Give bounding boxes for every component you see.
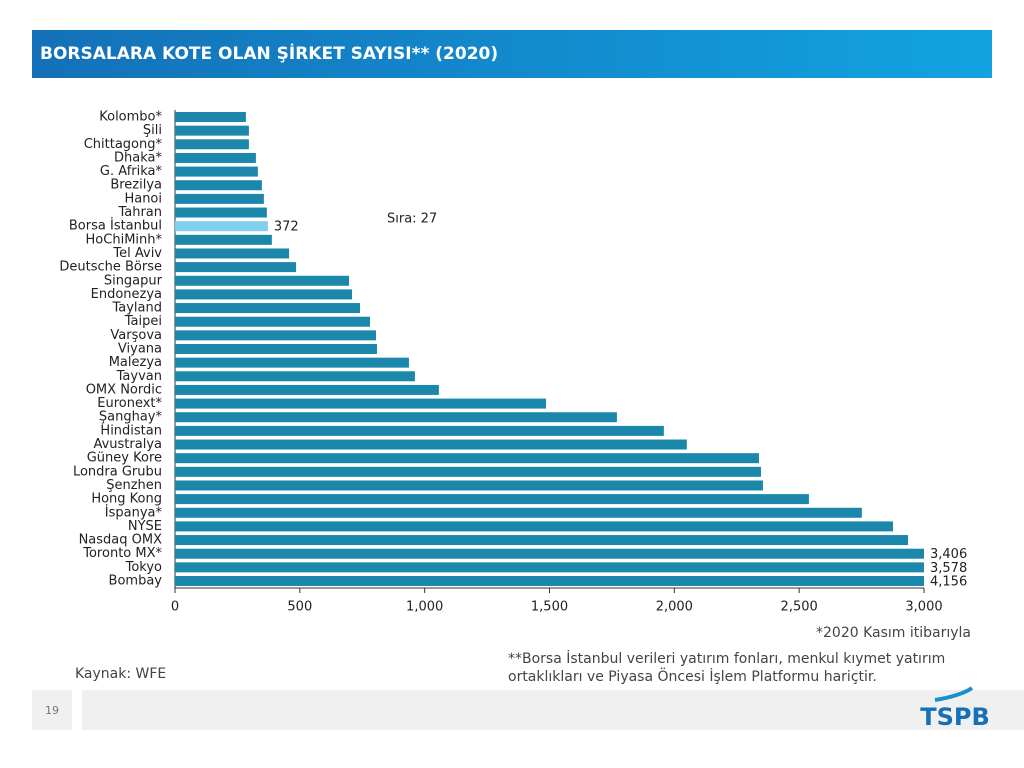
y-tick-label: Viyana xyxy=(118,342,162,357)
x-tick-label: 2,500 xyxy=(781,600,818,615)
bar xyxy=(175,275,350,286)
y-tick-label: Malezya xyxy=(109,355,162,370)
y-tick-label: Tel Aviv xyxy=(112,246,162,261)
footnote: *2020 Kasım itibarıyla xyxy=(816,625,971,641)
y-tick-label: Taipei xyxy=(124,314,162,329)
plot xyxy=(175,112,924,586)
y-tick-label: Euronext* xyxy=(97,396,162,411)
y-tick-label: OMX Nordic xyxy=(86,382,162,397)
bar xyxy=(175,112,246,122)
y-tick-label: Hanoi xyxy=(124,191,162,206)
footer-bar xyxy=(82,690,1024,730)
bar xyxy=(175,384,439,395)
y-tick-label: Kolombo* xyxy=(99,110,162,125)
bar xyxy=(175,548,924,559)
y-tick-label: Tayvan xyxy=(116,369,162,384)
bar xyxy=(175,371,415,382)
bar xyxy=(175,466,761,477)
y-tick-label: Şenzhen xyxy=(106,478,162,493)
bar xyxy=(175,439,687,450)
y-tick-label: Varşova xyxy=(110,328,162,343)
x-tick-label: 500 xyxy=(287,600,312,615)
bar xyxy=(175,248,290,259)
y-tick-label: Tokyo xyxy=(125,560,162,575)
x-tick-label: 0 xyxy=(171,600,179,615)
bar xyxy=(175,357,409,368)
bar xyxy=(175,507,862,518)
bar xyxy=(175,303,361,314)
bar xyxy=(175,180,262,191)
x-tick-label: 1,500 xyxy=(531,600,568,615)
bar xyxy=(175,562,924,573)
bar xyxy=(175,234,272,245)
bar xyxy=(175,316,370,327)
y-tick-label: G. Afrika* xyxy=(100,164,163,179)
y-tick-label: Toronto MX* xyxy=(82,546,162,561)
bar xyxy=(175,193,264,204)
y-tick-label: Brezilya xyxy=(110,178,162,193)
bar xyxy=(175,125,249,136)
logo: TSPB xyxy=(920,703,990,731)
y-tick-label: Şili xyxy=(143,123,162,138)
y-tick-label: Bombay xyxy=(109,574,163,589)
y-tick-label: Singapur xyxy=(104,273,163,288)
bar xyxy=(175,425,664,436)
bar xyxy=(175,398,547,409)
y-tick-label: Endonezya xyxy=(91,287,162,302)
y-tick-label: Londra Grubu xyxy=(73,464,162,479)
bar xyxy=(175,221,268,232)
page-box xyxy=(32,690,72,730)
x-tick-label: 2,000 xyxy=(656,600,693,615)
y-tick-label: Tayland xyxy=(111,301,162,316)
bar xyxy=(175,576,924,586)
y-tick-label: Deutsche Börse xyxy=(59,260,162,275)
bar xyxy=(175,494,809,505)
slide-title: BORSALARA KOTE OLAN ŞİRKET SAYISI** (202… xyxy=(40,42,498,64)
bar xyxy=(175,330,376,341)
bar xyxy=(175,344,377,354)
bar xyxy=(175,207,267,218)
data-label: 372 xyxy=(274,220,299,235)
data-label: 3,578 xyxy=(930,561,967,576)
y-tick-label: Güney Kore xyxy=(87,451,162,466)
y-tick-label: Şanghay* xyxy=(99,410,163,425)
bar xyxy=(175,166,258,177)
y-tick-label: Avustralya xyxy=(93,437,162,452)
y-tick-label: Dhaka* xyxy=(114,150,162,165)
bar xyxy=(175,139,249,150)
y-tick-label: Hong Kong xyxy=(91,492,162,507)
bar xyxy=(175,152,256,163)
bar xyxy=(175,521,894,532)
annotation: Sıra: 27 xyxy=(387,212,437,227)
bar xyxy=(175,535,909,546)
bar xyxy=(175,412,617,423)
y-tick-label: Tahran xyxy=(117,205,162,220)
y-tick-label: NYSE xyxy=(128,519,162,534)
x-tick-label: 1,000 xyxy=(406,600,443,615)
data-label: 3,406 xyxy=(930,547,967,562)
x-tick-label: 3,000 xyxy=(905,600,942,615)
y-tick-label: Nasdaq OMX xyxy=(79,533,163,548)
footnote: **Borsa İstanbul verileri yatırım fonlar… xyxy=(508,651,946,685)
source: Kaynak: WFE xyxy=(75,666,167,682)
data-label: 4,156 xyxy=(930,575,967,590)
y-tick-label: İspanya* xyxy=(105,504,163,520)
y-tick-label: HoChiMinh* xyxy=(86,232,163,247)
y-tick-label: Hindistan xyxy=(100,423,162,438)
bar xyxy=(175,289,353,300)
y-tick-label: Borsa İstanbul xyxy=(69,218,162,234)
page-number: 19 xyxy=(45,704,59,717)
bar xyxy=(175,453,759,464)
logo-swoosh xyxy=(934,686,974,702)
bar xyxy=(175,262,297,273)
bar xyxy=(175,480,763,491)
y-tick-label: Chittagong* xyxy=(84,137,163,152)
header-bar xyxy=(32,30,992,78)
